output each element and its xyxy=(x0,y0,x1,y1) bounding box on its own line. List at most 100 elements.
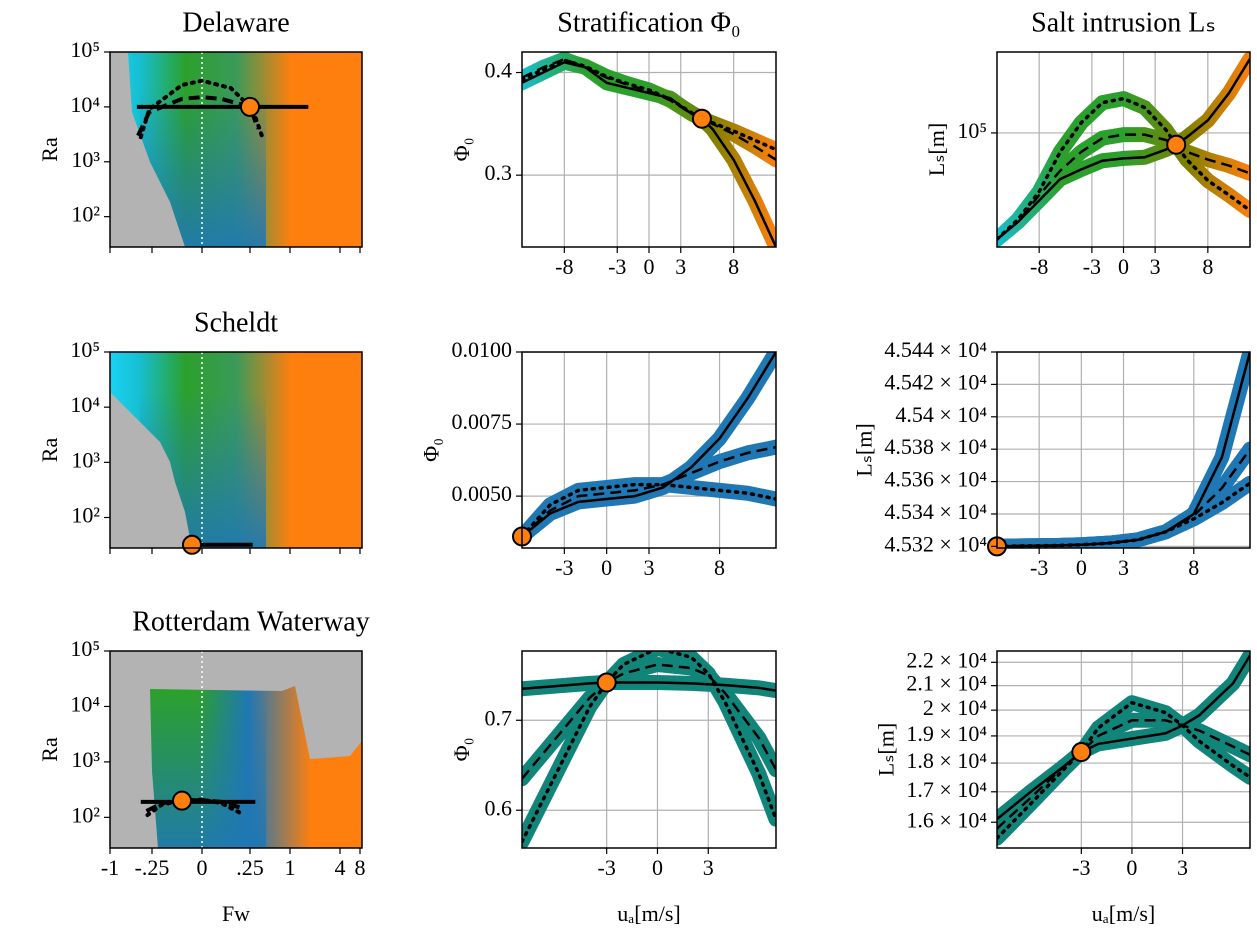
y-tick-label: 1.9 × 10⁴ xyxy=(906,721,987,746)
plot-area xyxy=(110,651,362,848)
y-tick-label: 10⁴ xyxy=(70,392,100,417)
line xyxy=(522,58,776,152)
panel: -8 -3 0 3 8 10⁵ Salt intrusion Lₛ Lₛ[m] xyxy=(924,7,1251,279)
panel-title: Delaware xyxy=(182,7,289,38)
y-axis-label: Lₛ[m] xyxy=(851,423,876,476)
x-tick-label: 0 xyxy=(601,555,612,580)
x-tick-label: -3 xyxy=(1072,855,1090,880)
x-tick-label: 0 xyxy=(197,855,208,880)
line xyxy=(997,96,1250,241)
plot-area xyxy=(997,52,1250,247)
panel: -3 0 3 0.6 0.7 uₐ[m/s] Φ₀ xyxy=(449,650,777,926)
line xyxy=(997,700,1250,840)
plot-area xyxy=(522,52,776,247)
y-tick-label: 0.0100 xyxy=(452,337,513,362)
panel-title: Stratification Φ₀ xyxy=(557,7,740,38)
y-axis-label: Ra xyxy=(37,137,62,162)
y-tick-label: 1.8 × 10⁴ xyxy=(906,748,987,773)
x-tick-label: 8 xyxy=(728,254,739,279)
axes-frame xyxy=(996,650,1251,849)
x-tick-label: -8 xyxy=(555,254,573,279)
line xyxy=(522,663,776,780)
y-tick-label: 10² xyxy=(71,802,100,827)
x-tick-label: 3 xyxy=(675,254,686,279)
x-tick-label: -3 xyxy=(555,555,573,580)
y-tick-label: 10³ xyxy=(71,447,100,472)
y-axis-label: Φ₀ xyxy=(449,138,474,162)
panel: 10² 10³ 10⁴ 10⁵ Delaware Ra xyxy=(37,7,363,253)
x-tick-label: 3 xyxy=(1177,855,1188,880)
marker xyxy=(691,108,712,129)
y-tick-label: 0.6 xyxy=(485,795,513,820)
line xyxy=(522,681,776,692)
y-tick-label: 10⁵ xyxy=(957,118,987,143)
x-tick-label: 4 xyxy=(335,855,346,880)
y-tick-label: 10³ xyxy=(71,747,100,772)
panel-title: Rotterdam Waterway xyxy=(132,606,369,637)
panel: -3 0 3 8 4.532 × 10⁴ 4.534 × 10⁴ 4.536 × 10⁴ 4.… xyxy=(851,337,1251,580)
marker xyxy=(182,534,202,555)
line xyxy=(522,57,776,161)
x-tick-label: -3 xyxy=(1083,254,1101,279)
y-tick-label: 10⁴ xyxy=(70,92,100,117)
plot-area xyxy=(522,651,776,848)
y-axis-label: Φ₀ xyxy=(419,438,444,462)
line xyxy=(997,654,1250,821)
x-tick-label: 8 xyxy=(1202,254,1213,279)
y-tick-label: 10² xyxy=(71,202,100,227)
y-tick-label: 4.532 × 10⁴ xyxy=(884,531,987,556)
x-axis-label: uₐ[m/s] xyxy=(1092,901,1155,926)
marker xyxy=(596,672,617,693)
y-tick-label: 10² xyxy=(71,503,100,528)
line xyxy=(522,60,776,247)
y-tick-label: 2.2 × 10⁴ xyxy=(906,647,987,672)
x-axis-label: uₐ[m/s] xyxy=(617,901,680,926)
x-tick-label: 8 xyxy=(355,855,366,880)
y-tick-label: 2.1 × 10⁴ xyxy=(906,671,987,696)
y-axis-label: Lₛ[m] xyxy=(873,723,898,776)
y-tick-label: 10³ xyxy=(71,147,100,172)
y-axis-label: Ra xyxy=(37,438,62,463)
axes-frame xyxy=(521,650,777,849)
plot-area xyxy=(997,651,1250,848)
x-tick-label: 3 xyxy=(1118,555,1129,580)
y-tick-label: 4.544 × 10⁴ xyxy=(884,337,987,362)
regime-line xyxy=(145,797,243,818)
x-tick-label: 3 xyxy=(644,555,655,580)
y-tick-label: 4.542 × 10⁴ xyxy=(884,369,987,394)
unstable-region xyxy=(110,52,185,247)
y-tick-label: 10⁴ xyxy=(70,691,100,716)
x-tick-label: 1 xyxy=(285,855,296,880)
panel: -1 -.25 0 .25 1 4 8 10² 10³ 10⁴ 10⁵ Rotterdam Water… xyxy=(37,606,370,926)
plot-area xyxy=(110,352,362,548)
line xyxy=(522,482,776,539)
marker xyxy=(172,790,192,811)
line xyxy=(522,352,776,538)
plot-area xyxy=(997,352,1250,548)
panel-title: Salt intrusion Lₛ xyxy=(1031,7,1216,38)
axes-frame xyxy=(109,650,363,849)
x-tick-label: 0 xyxy=(644,254,655,279)
y-tick-label: 1.7 × 10⁴ xyxy=(906,777,987,802)
x-tick-label: 8 xyxy=(714,555,725,580)
y-tick-label: 0.7 xyxy=(485,705,513,730)
x-tick-label: -3 xyxy=(1030,555,1048,580)
y-tick-label: 4.54 × 10⁴ xyxy=(895,402,987,427)
y-tick-label: 10⁵ xyxy=(70,636,100,661)
y-tick-label: 4.536 × 10⁴ xyxy=(884,467,987,492)
y-axis-label: Φ₀ xyxy=(449,738,474,762)
y-tick-label: 4.534 × 10⁴ xyxy=(884,499,987,524)
plot-area xyxy=(110,52,362,247)
y-tick-label: 10⁵ xyxy=(70,37,100,62)
x-axis-label: Fw xyxy=(222,901,250,926)
x-tick-label: 8 xyxy=(1188,555,1199,580)
panel: 10² 10³ 10⁴ 10⁵ Scheldt Ra xyxy=(37,307,363,555)
y-tick-label: 0.0050 xyxy=(452,481,513,506)
x-tick-label: -1 xyxy=(101,855,119,880)
axes-frame xyxy=(109,351,363,549)
x-tick-label: 0 xyxy=(1118,254,1129,279)
line xyxy=(522,651,776,844)
x-tick-label: -8 xyxy=(1030,254,1048,279)
